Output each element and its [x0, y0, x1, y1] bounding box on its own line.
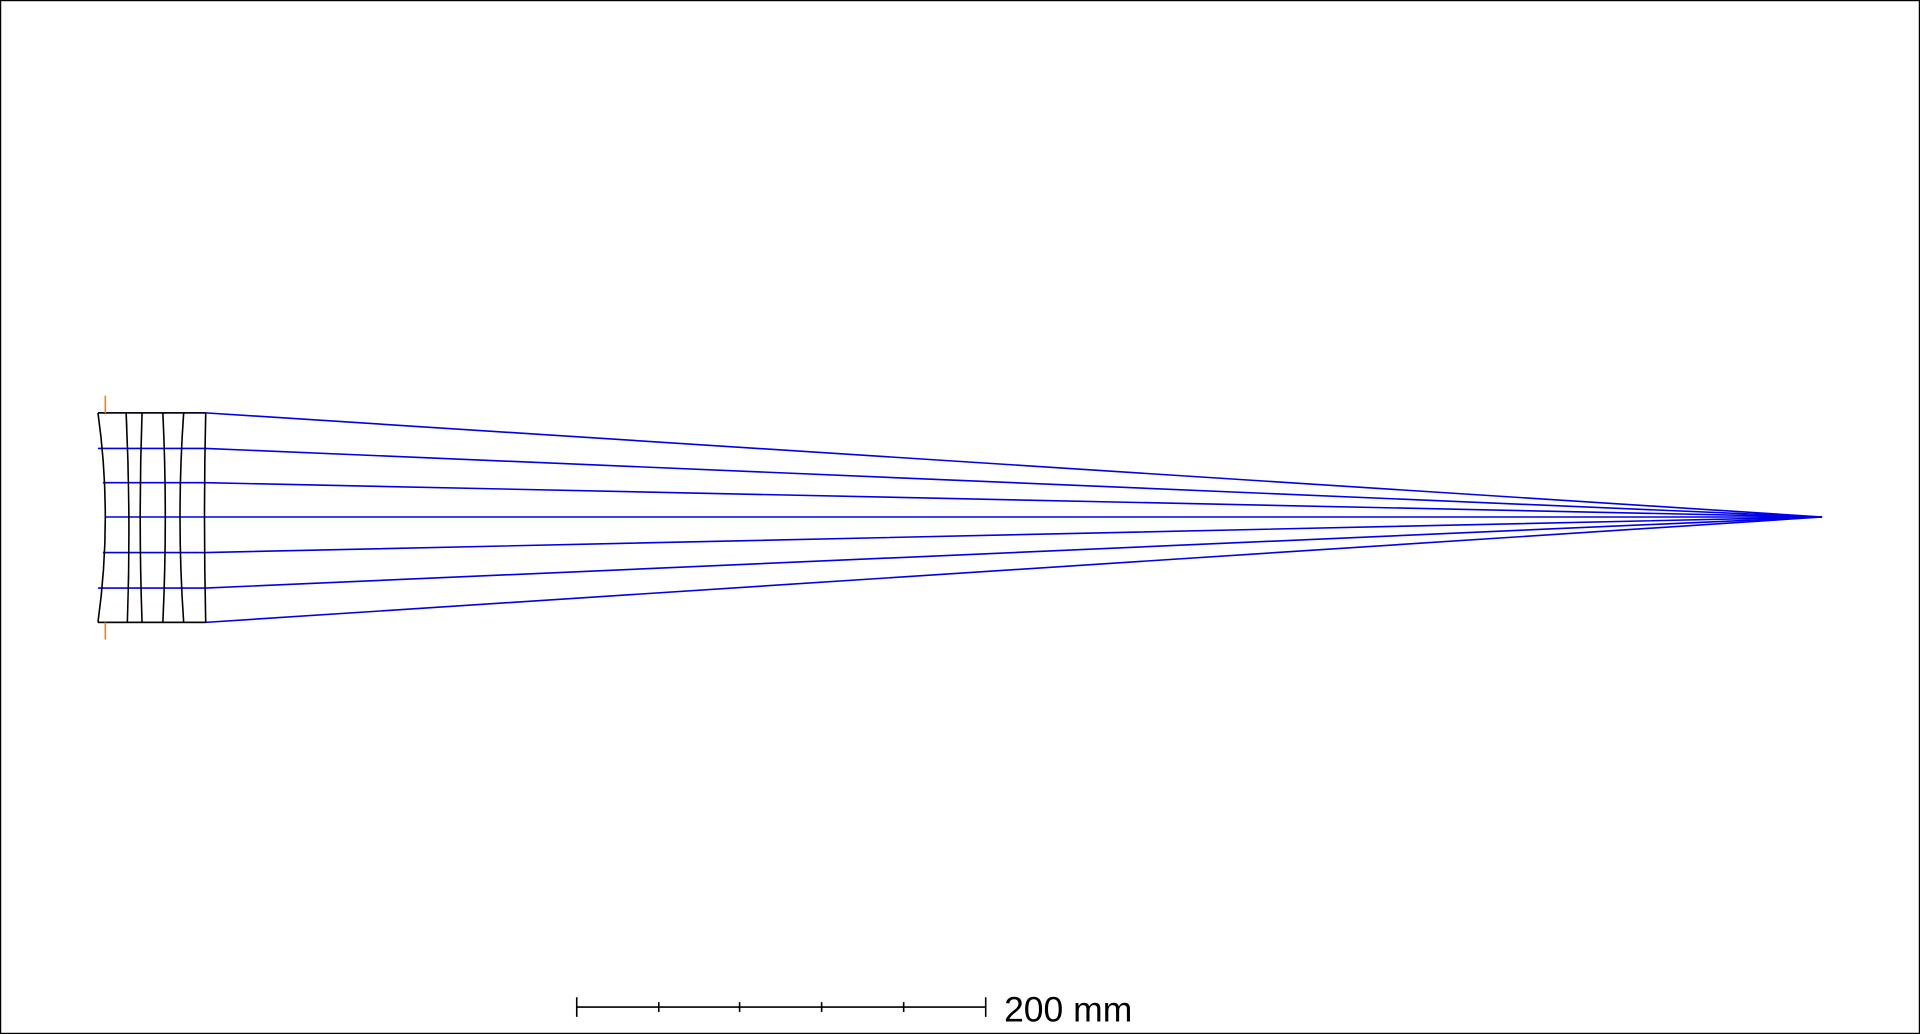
lens-surface [139, 412, 143, 623]
lens-surface [203, 412, 207, 623]
lens-surface [125, 412, 130, 623]
scale-label: 200 mm [1004, 990, 1132, 1030]
lens-elements [97, 412, 207, 624]
ray [102, 481, 1823, 518]
scale-bar [575, 997, 987, 1017]
lens-surface [179, 412, 185, 623]
ray [102, 516, 1823, 554]
lens-surface [162, 412, 167, 623]
lens-surface [97, 412, 107, 623]
